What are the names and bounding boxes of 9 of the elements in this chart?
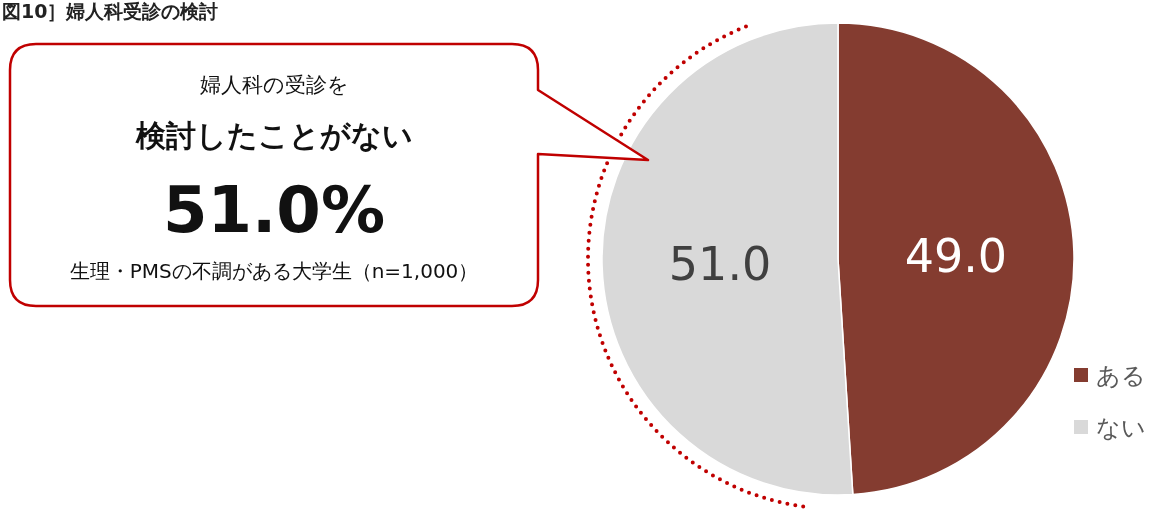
text: 生理・PMSの不調がある大学生（n=1,000） xyxy=(69,259,479,283)
legend-label: ある xyxy=(1096,362,1146,390)
text: 婦人科の受診を xyxy=(199,73,349,97)
text: 51.0% xyxy=(162,173,386,247)
text: 図10］婦人科受診の検討 xyxy=(2,0,219,22)
text: 検討したことがない xyxy=(134,118,413,153)
data-label: 49.0 xyxy=(904,229,1008,284)
data-label: 51.0 xyxy=(668,236,772,291)
legend-label: ない xyxy=(1096,414,1146,442)
